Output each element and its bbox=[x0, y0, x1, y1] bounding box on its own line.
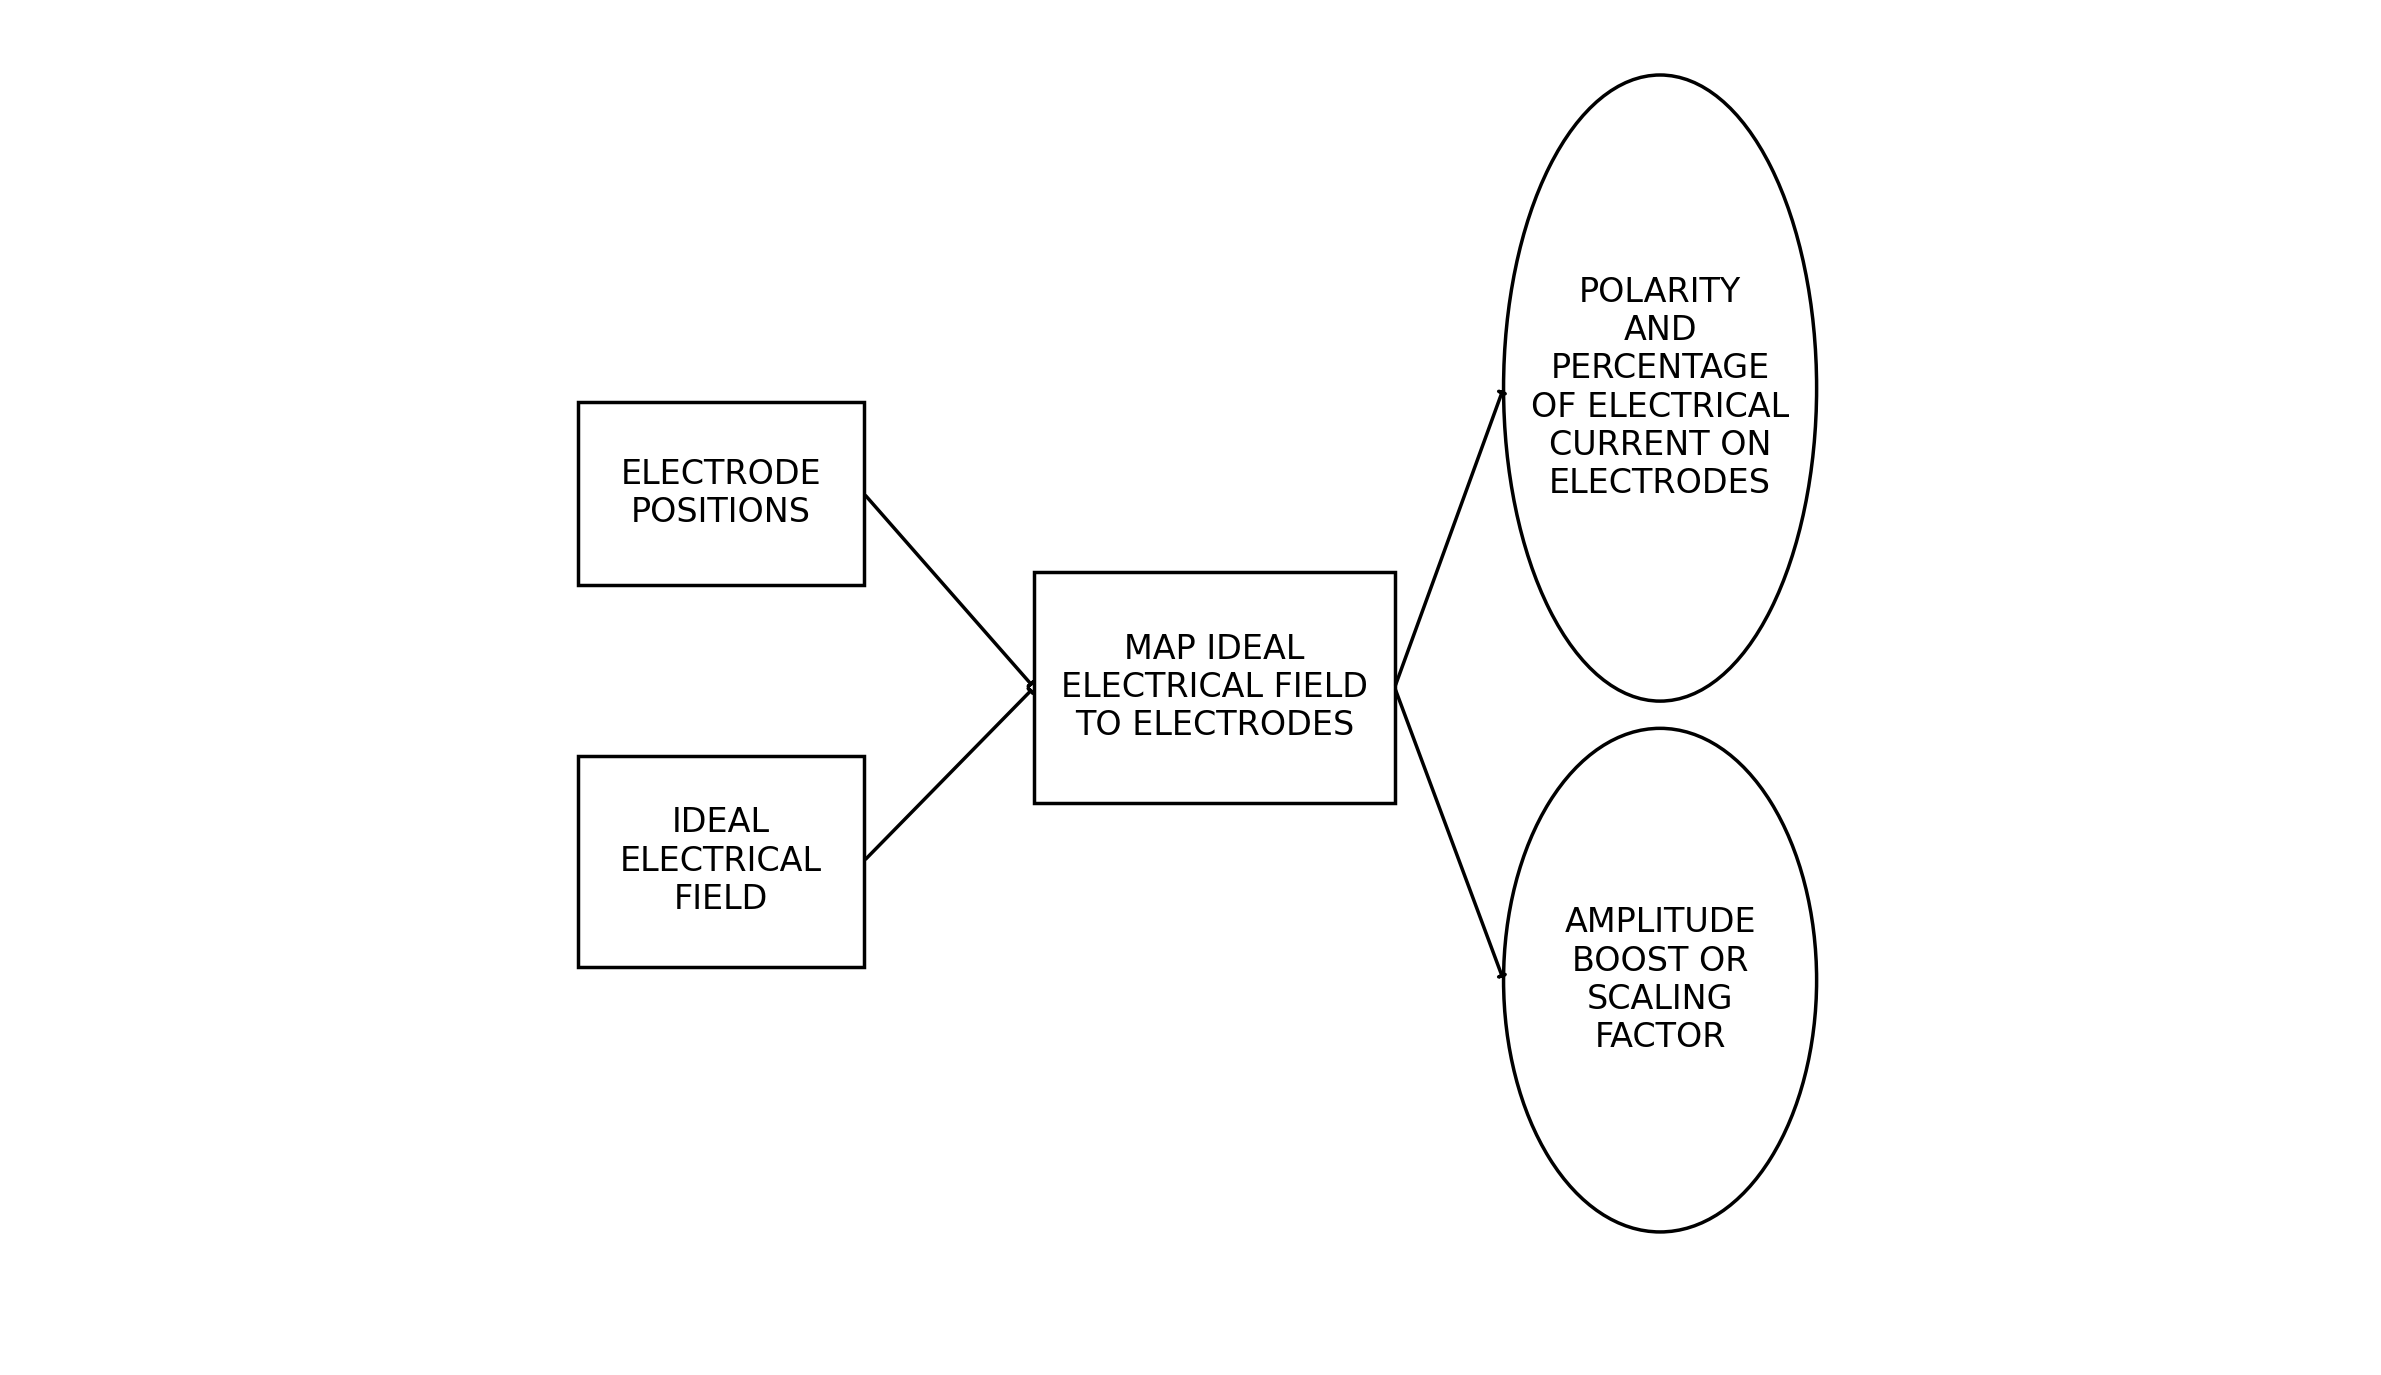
Bar bbox=[1033, 572, 1395, 803]
Bar bbox=[579, 755, 864, 967]
Text: MAP IDEAL
ELECTRICAL FIELD
TO ELECTRODES: MAP IDEAL ELECTRICAL FIELD TO ELECTRODES bbox=[1062, 632, 1367, 742]
Text: AMPLITUDE
BOOST OR
SCALING
FACTOR: AMPLITUDE BOOST OR SCALING FACTOR bbox=[1564, 906, 1755, 1055]
Bar bbox=[579, 402, 864, 586]
Text: IDEAL
ELECTRICAL
FIELD: IDEAL ELECTRICAL FIELD bbox=[619, 806, 821, 916]
Ellipse shape bbox=[1502, 76, 1817, 701]
Text: ELECTRODE
POSITIONS: ELECTRODE POSITIONS bbox=[621, 458, 821, 529]
Text: POLARITY
AND
PERCENTAGE
OF ELECTRICAL
CURRENT ON
ELECTRODES: POLARITY AND PERCENTAGE OF ELECTRICAL CU… bbox=[1531, 276, 1788, 500]
Ellipse shape bbox=[1502, 729, 1817, 1232]
